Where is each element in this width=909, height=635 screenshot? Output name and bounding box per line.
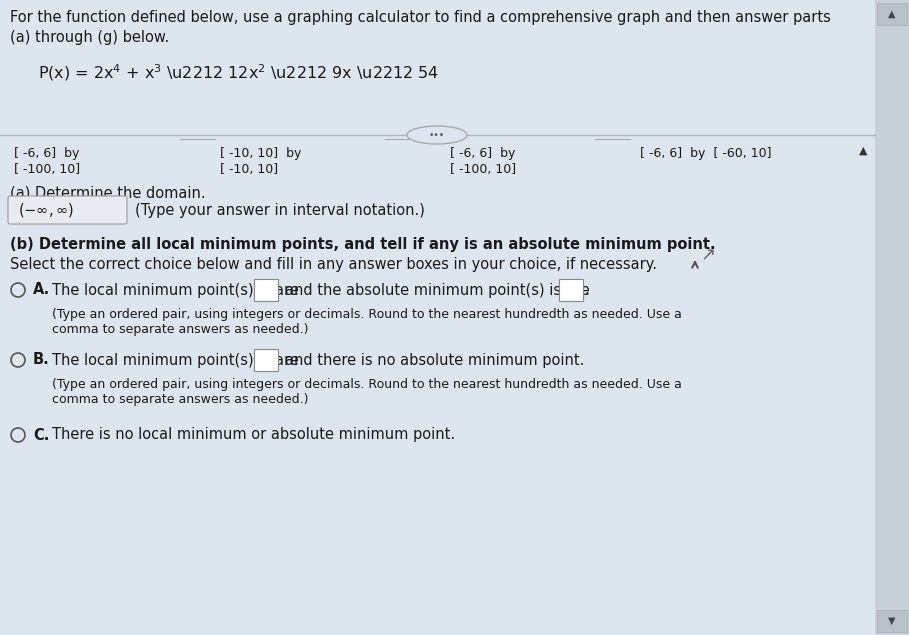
Text: [ -6, 6]  by: [ -6, 6] by <box>450 147 515 160</box>
FancyBboxPatch shape <box>877 3 907 25</box>
Text: •••: ••• <box>429 131 445 140</box>
Text: (Type your answer in interval notation.): (Type your answer in interval notation.) <box>135 203 425 218</box>
Text: There is no local minimum or absolute minimum point.: There is no local minimum or absolute mi… <box>52 427 455 443</box>
Text: [ -100, 10]: [ -100, 10] <box>450 163 516 176</box>
Text: $(-\infty ,\infty )$: $(-\infty ,\infty )$ <box>18 201 75 219</box>
FancyBboxPatch shape <box>877 610 907 632</box>
Text: B.: B. <box>33 352 50 368</box>
Text: (a) Determine the domain.: (a) Determine the domain. <box>10 185 205 200</box>
Text: [ -10, 10]: [ -10, 10] <box>220 163 278 176</box>
Text: [ -100, 10]: [ -100, 10] <box>14 163 80 176</box>
Text: ▼: ▼ <box>888 616 895 626</box>
Text: P(x) = 2x$\mathregular{^4}$ + x$\mathregular{^3}$ \u2212 12x$\mathregular{^2}$ \: P(x) = 2x$\mathregular{^4}$ + x$\mathreg… <box>38 62 439 83</box>
FancyBboxPatch shape <box>0 0 875 635</box>
Text: ↗: ↗ <box>700 246 715 264</box>
FancyBboxPatch shape <box>254 279 278 301</box>
Text: [ -6, 6]  by: [ -6, 6] by <box>14 147 79 160</box>
Text: (Type an ordered pair, using integers or decimals. Round to the nearest hundredt: (Type an ordered pair, using integers or… <box>52 308 682 321</box>
Text: For the function defined below, use a graphing calculator to find a comprehensiv: For the function defined below, use a gr… <box>10 10 831 25</box>
Text: and there is no absolute minimum point.: and there is no absolute minimum point. <box>285 352 584 368</box>
Text: .: . <box>584 283 589 298</box>
Text: The local minimum point(s) is/are: The local minimum point(s) is/are <box>52 283 299 298</box>
Text: comma to separate answers as needed.): comma to separate answers as needed.) <box>52 323 308 336</box>
Text: ▲: ▲ <box>859 146 867 156</box>
Text: (a) through (g) below.: (a) through (g) below. <box>10 30 169 45</box>
Text: [ -10, 10]  by: [ -10, 10] by <box>220 147 302 160</box>
FancyBboxPatch shape <box>875 0 909 635</box>
Text: [ -6, 6]  by  [ -60, 10]: [ -6, 6] by [ -60, 10] <box>640 147 772 160</box>
FancyBboxPatch shape <box>559 279 583 301</box>
Text: Select the correct choice below and fill in any answer boxes in your choice, if : Select the correct choice below and fill… <box>10 257 657 272</box>
Text: and the absolute minimum point(s) is/are: and the absolute minimum point(s) is/are <box>285 283 590 298</box>
Text: comma to separate answers as needed.): comma to separate answers as needed.) <box>52 393 308 406</box>
Text: The local minimum point(s) is/are: The local minimum point(s) is/are <box>52 352 299 368</box>
Text: (Type an ordered pair, using integers or decimals. Round to the nearest hundredt: (Type an ordered pair, using integers or… <box>52 378 682 391</box>
Text: C.: C. <box>33 427 49 443</box>
Text: ▲: ▲ <box>888 9 895 19</box>
FancyBboxPatch shape <box>8 196 127 224</box>
Ellipse shape <box>407 126 467 144</box>
Text: (b) Determine all local minimum points, and tell if any is an absolute minimum p: (b) Determine all local minimum points, … <box>10 237 715 252</box>
Text: A.: A. <box>33 283 50 298</box>
FancyBboxPatch shape <box>254 349 278 371</box>
